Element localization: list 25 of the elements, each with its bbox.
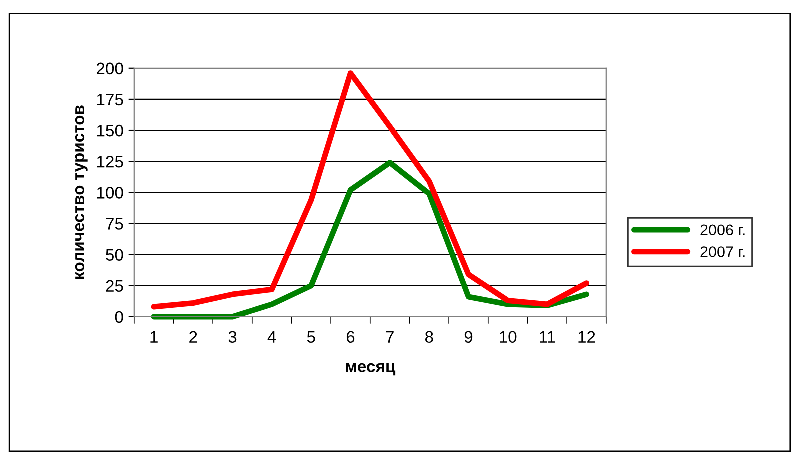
legend-label: 2007 г.: [700, 246, 745, 258]
y-axis-title: количество туристов: [75, 106, 88, 280]
x-tick-label: 8: [425, 331, 434, 344]
y-tick-label: 50: [106, 249, 124, 261]
x-tick-label: 10: [500, 331, 517, 344]
x-tick-label: 12: [578, 331, 596, 343]
y-tick-label: 100: [97, 187, 124, 199]
x-axis-title: месяц: [346, 363, 396, 376]
y-tick-label: 150: [97, 124, 124, 137]
legend-label: 2006 г.: [700, 224, 745, 236]
x-tick-label: 9: [464, 331, 473, 344]
x-tick-label: 2: [190, 331, 198, 343]
y-tick-label: 125: [97, 156, 124, 168]
y-tick-label: 175: [97, 94, 124, 106]
x-tick-label: 11: [540, 331, 556, 343]
x-tick-label: 7: [386, 331, 394, 343]
y-tick-label: 25: [106, 280, 124, 292]
x-tick-label: 3: [228, 331, 237, 344]
y-tick-label: 0: [115, 311, 124, 324]
x-tick-label: 1: [150, 331, 158, 343]
x-tick-label: 6: [346, 331, 355, 344]
y-tick-label: 200: [97, 62, 124, 75]
x-tick-label: 4: [268, 331, 276, 343]
x-tick-label: 5: [307, 331, 316, 344]
y-tick-label: 75: [106, 218, 124, 230]
